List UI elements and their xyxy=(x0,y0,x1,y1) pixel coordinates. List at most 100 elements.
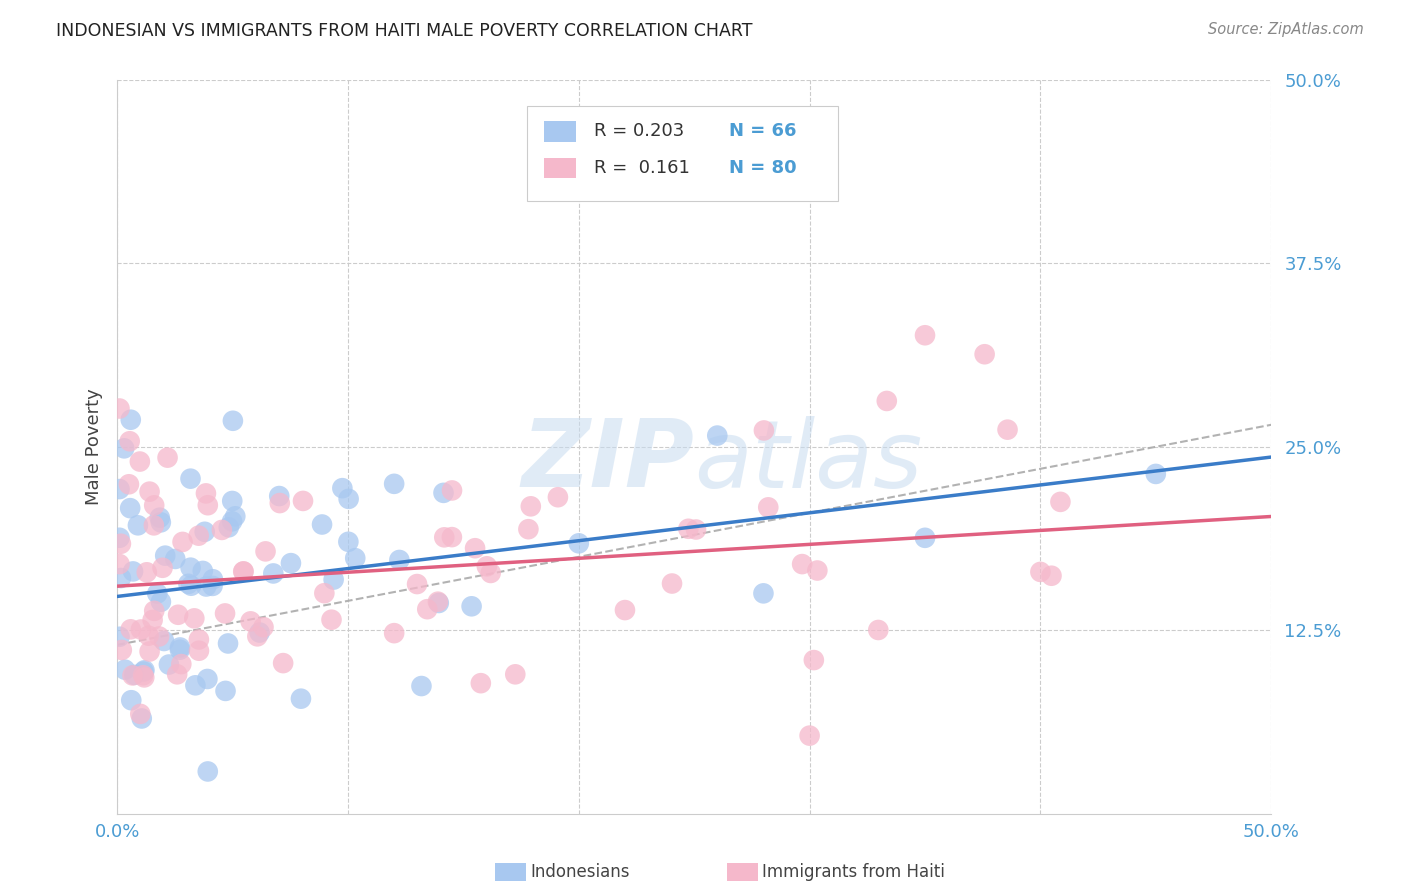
Point xyxy=(120,501,142,516)
Point xyxy=(292,494,315,508)
Point xyxy=(427,596,450,610)
Point xyxy=(1029,565,1052,579)
Point xyxy=(111,643,134,657)
Point xyxy=(153,634,176,648)
Point xyxy=(475,559,498,574)
Point xyxy=(118,477,141,491)
Point xyxy=(322,573,344,587)
Point xyxy=(118,434,141,449)
Point xyxy=(108,401,131,416)
Point xyxy=(132,668,155,682)
Point xyxy=(914,531,936,545)
Point xyxy=(214,684,236,698)
Point xyxy=(121,668,143,682)
Point xyxy=(124,668,146,682)
Bar xyxy=(544,158,576,178)
Point xyxy=(246,629,269,643)
Text: R = 0.203: R = 0.203 xyxy=(593,122,685,140)
Point xyxy=(262,566,284,581)
Point xyxy=(129,706,152,721)
Point xyxy=(239,615,262,629)
Point xyxy=(382,626,405,640)
Point xyxy=(157,657,180,672)
Point xyxy=(165,552,187,566)
Point xyxy=(803,653,825,667)
Point xyxy=(149,510,172,524)
Point xyxy=(114,663,136,677)
Text: ZIP: ZIP xyxy=(522,416,695,508)
FancyBboxPatch shape xyxy=(527,105,838,201)
Point xyxy=(344,551,367,566)
Bar xyxy=(544,121,576,142)
Point xyxy=(108,482,131,496)
Text: INDONESIAN VS IMMIGRANTS FROM HAITI MALE POVERTY CORRELATION CHART: INDONESIAN VS IMMIGRANTS FROM HAITI MALE… xyxy=(56,22,752,40)
Point xyxy=(232,565,254,579)
Point xyxy=(517,522,540,536)
Point xyxy=(134,670,156,684)
Point xyxy=(382,476,405,491)
Point xyxy=(868,623,890,637)
Point xyxy=(337,534,360,549)
Point xyxy=(184,678,207,692)
Point xyxy=(426,595,449,609)
Point xyxy=(314,586,336,600)
Y-axis label: Male Poverty: Male Poverty xyxy=(86,388,103,505)
Point xyxy=(169,640,191,655)
Point xyxy=(321,613,343,627)
Point xyxy=(180,560,202,574)
Point xyxy=(169,642,191,657)
Point xyxy=(131,711,153,725)
Point xyxy=(337,491,360,506)
Text: Indonesians: Indonesians xyxy=(530,863,630,881)
Point xyxy=(108,557,131,571)
Point xyxy=(179,472,201,486)
Point xyxy=(792,557,814,571)
Point xyxy=(172,535,194,549)
Point xyxy=(138,629,160,643)
Point xyxy=(112,442,135,456)
Point xyxy=(271,656,294,670)
Point xyxy=(433,530,456,544)
Point xyxy=(134,663,156,677)
Point xyxy=(166,667,188,681)
Point xyxy=(120,623,142,637)
Point xyxy=(290,691,312,706)
Point xyxy=(149,595,172,609)
Point xyxy=(187,529,209,543)
Point xyxy=(146,586,169,600)
Point xyxy=(479,566,502,580)
Point xyxy=(222,414,245,428)
Point xyxy=(568,536,591,550)
Point xyxy=(194,486,217,500)
Point xyxy=(201,579,224,593)
Point xyxy=(149,516,172,530)
Point xyxy=(252,620,274,634)
Point xyxy=(221,514,243,528)
Point xyxy=(110,571,132,585)
Point xyxy=(411,679,433,693)
Point xyxy=(142,613,165,627)
Point xyxy=(661,576,683,591)
Point xyxy=(138,644,160,658)
Point xyxy=(440,483,463,498)
Point xyxy=(188,644,211,658)
Point xyxy=(132,665,155,679)
Point xyxy=(187,632,209,647)
Text: N = 80: N = 80 xyxy=(728,159,796,177)
Point xyxy=(520,500,543,514)
Point xyxy=(129,623,152,637)
Point xyxy=(332,481,354,495)
Point xyxy=(547,490,569,504)
Point xyxy=(388,553,411,567)
Point xyxy=(138,484,160,499)
Point xyxy=(269,496,291,510)
Point xyxy=(756,500,779,515)
Point xyxy=(503,667,526,681)
Point xyxy=(152,561,174,575)
Point xyxy=(142,518,165,533)
Point xyxy=(432,486,454,500)
Text: atlas: atlas xyxy=(695,416,922,507)
Point xyxy=(120,693,142,707)
Point xyxy=(224,509,246,524)
Point xyxy=(1049,495,1071,509)
